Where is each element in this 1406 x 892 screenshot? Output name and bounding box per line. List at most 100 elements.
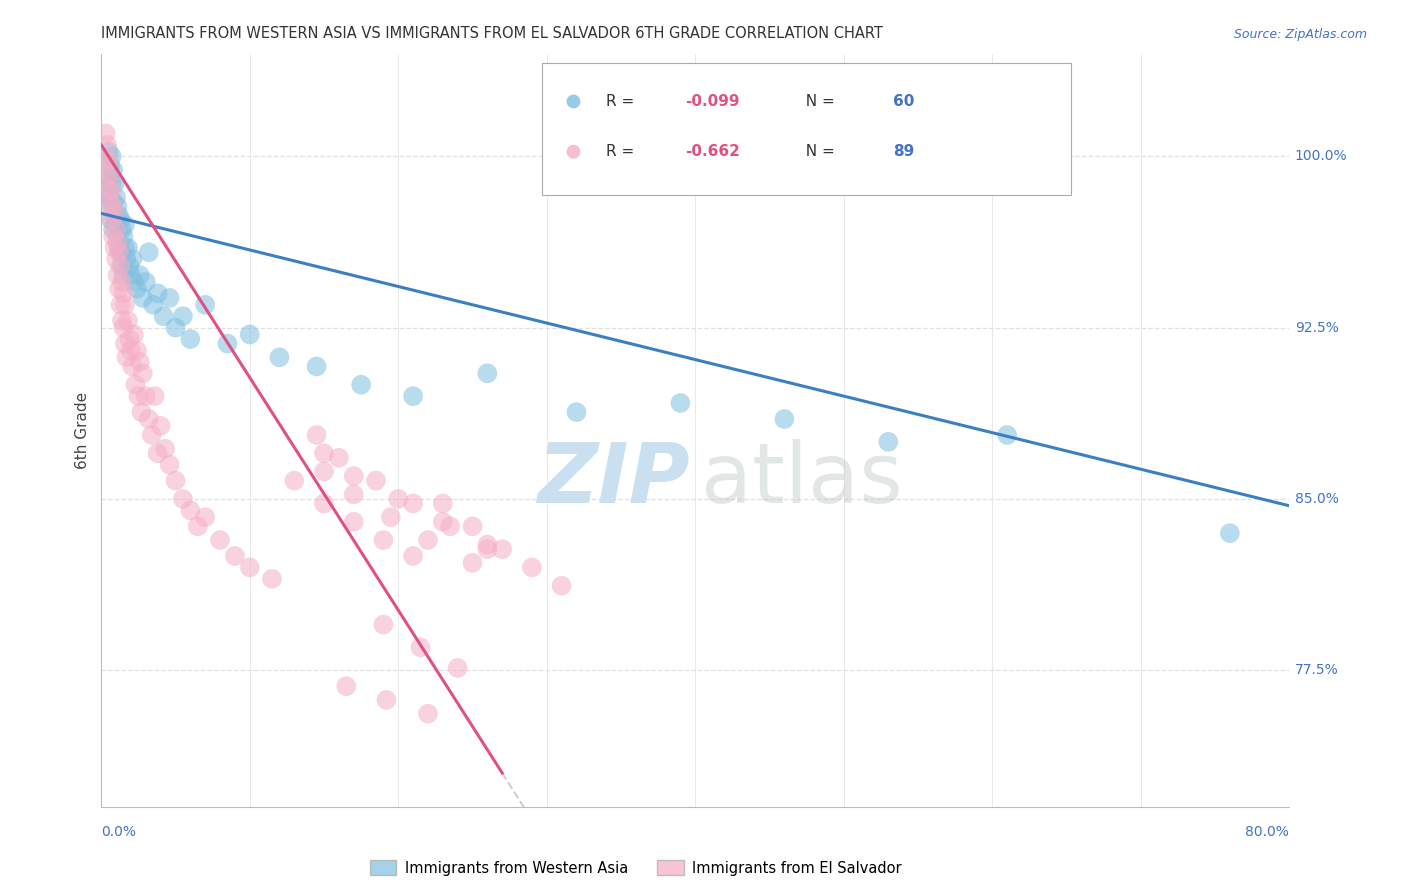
Point [132,366,155,380]
Point [104,206,127,220]
Point [98,168,121,182]
Point [562,95,585,109]
Text: 85.0%: 85.0% [1295,491,1339,506]
Point [141,428,163,442]
Text: N =: N = [796,145,839,160]
Point [122,327,145,342]
Point [94,184,117,198]
Point [364,474,387,488]
Point [343,487,366,501]
Point [477,538,499,552]
Point [402,549,425,563]
Point [105,218,128,232]
Point [100,184,122,198]
Point [146,286,169,301]
Point [194,510,217,524]
Point [491,542,513,557]
Point [94,127,117,141]
Point [127,389,149,403]
Text: R =: R = [606,94,640,109]
Point [107,268,129,282]
Point [380,510,402,524]
Point [194,298,217,312]
Point [172,309,194,323]
Point [94,153,117,168]
Point [328,450,350,465]
Point [108,241,131,255]
Point [409,640,432,655]
Point [343,515,366,529]
Point [432,515,454,529]
Point [100,213,122,227]
Point [114,241,136,255]
Point [104,241,127,255]
Point [239,327,262,342]
Point [120,343,142,358]
Point [416,533,439,547]
Point [520,560,543,574]
Point [142,298,165,312]
Point [138,412,160,426]
Point [179,332,201,346]
Point [101,194,124,209]
Point [101,200,124,214]
Point [114,336,136,351]
Text: N =: N = [796,94,839,109]
Point [152,309,174,323]
Point [283,474,305,488]
Text: R =: R = [606,145,640,160]
Point [125,343,148,358]
Point [128,355,150,369]
Point [110,298,132,312]
Point [217,336,239,351]
Point [97,145,120,159]
Point [143,389,166,403]
Point [104,206,127,220]
Text: -0.099: -0.099 [685,94,740,109]
Point [132,291,155,305]
Point [179,503,201,517]
Point [111,314,134,328]
Point [97,153,120,168]
Point [131,405,153,419]
Point [124,377,146,392]
Text: 60: 60 [893,94,914,109]
Y-axis label: 6th Grade: 6th Grade [75,392,90,469]
Text: IMMIGRANTS FROM WESTERN ASIA VS IMMIGRANTS FROM EL SALVADOR 6TH GRADE CORRELATIO: IMMIGRANTS FROM WESTERN ASIA VS IMMIGRAN… [101,26,883,41]
Point [104,177,127,191]
Point [114,218,136,232]
Point [153,442,176,456]
Text: 89: 89 [893,145,914,160]
Point [125,282,148,296]
Text: 0.0%: 0.0% [101,825,136,839]
Point [115,351,138,365]
Point [312,496,335,510]
Point [477,366,499,380]
Point [224,549,246,563]
Point [373,617,395,632]
Point [110,245,132,260]
Point [159,291,181,305]
Point [335,679,357,693]
Point [128,268,150,282]
Point [387,491,409,506]
Point [121,252,143,266]
Point [97,172,120,186]
Point [1219,526,1241,541]
Point [402,496,425,510]
Point [416,706,439,721]
Point [135,275,157,289]
Point [138,245,160,260]
Point [118,332,141,346]
Point [112,320,135,334]
Point [305,359,328,374]
Point [477,542,499,557]
Point [96,137,118,152]
Point [550,579,572,593]
Point [108,245,131,260]
Point [110,259,132,273]
Point [446,661,468,675]
Point [343,469,366,483]
Point [165,474,187,488]
Point [121,359,143,374]
